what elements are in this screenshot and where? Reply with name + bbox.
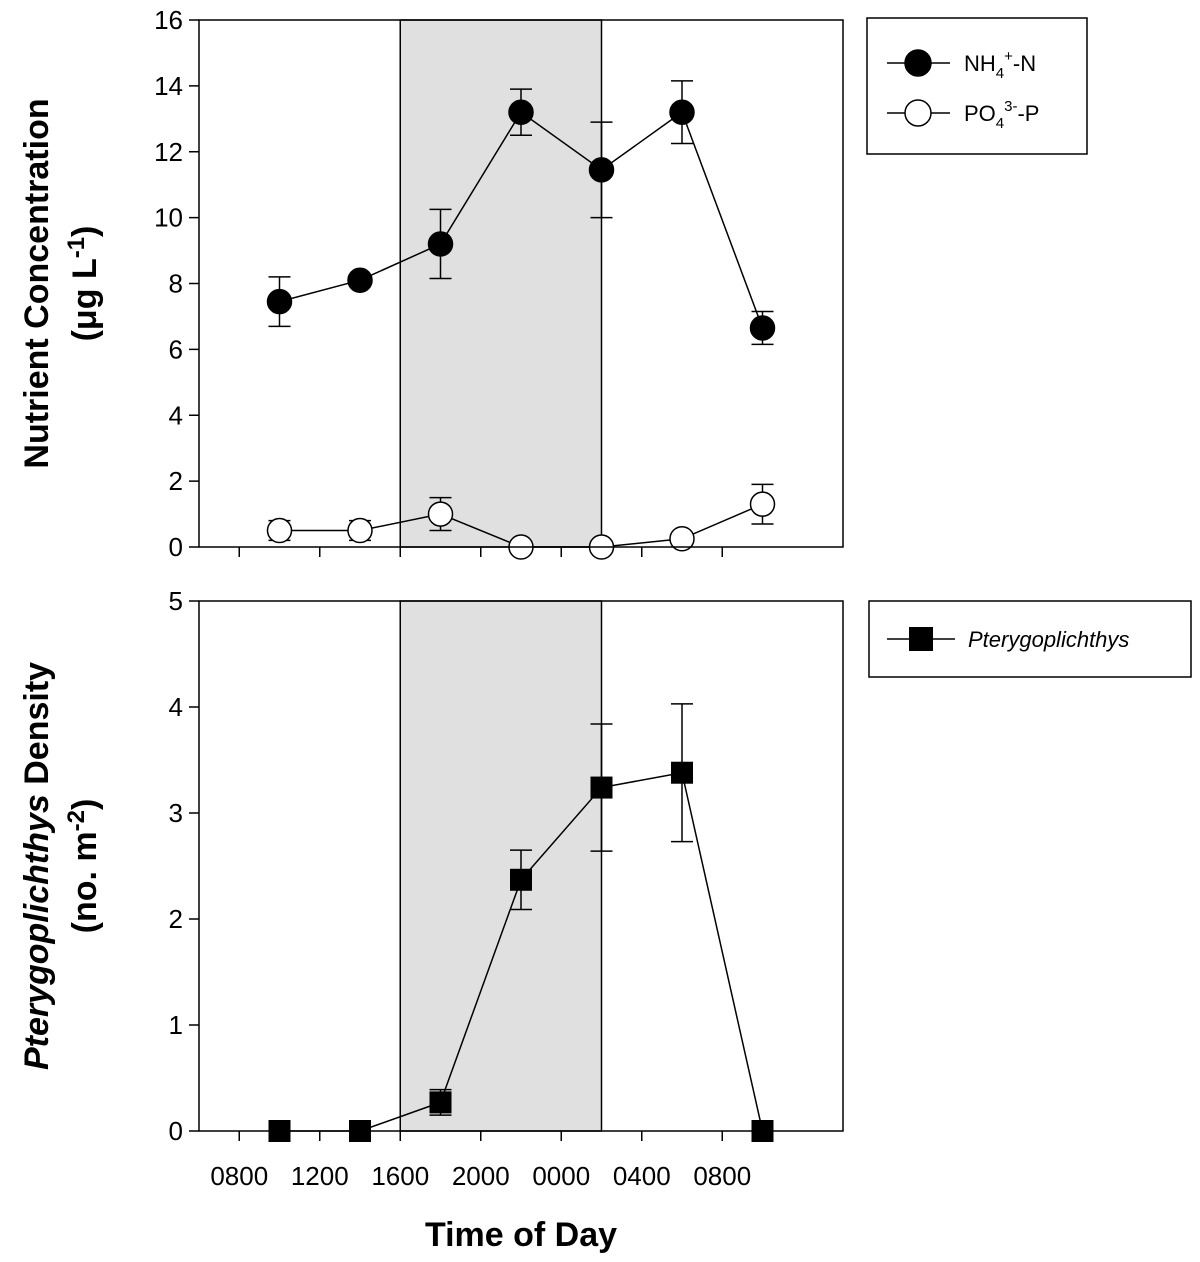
nutrient-y-units-main: (μg L <box>66 258 104 341</box>
x-tick-label: 0800 <box>210 1161 268 1191</box>
bottom-y-tick-label: 4 <box>169 692 183 722</box>
nutrient-legend: NH4+-N PO43--P <box>866 17 1088 155</box>
top-y-tick-label: 16 <box>154 5 183 35</box>
top-series-1-point <box>749 491 776 517</box>
bottom-y-tick-label: 0 <box>169 1116 183 1146</box>
legend-po4-rest: -P <box>1017 101 1039 126</box>
legend-nh4-base: NH <box>964 51 996 76</box>
top-y-tick-label: 8 <box>169 269 183 299</box>
density-y-axis-units: (no. m-2) <box>63 799 104 934</box>
legend-item-nh4: NH4+-N <box>887 48 1036 82</box>
legend-item-pterygoplichthys: Pterygoplichthys <box>887 627 1129 652</box>
density-series <box>268 703 774 1142</box>
density-axes: 0 1 2 3 4 5 0800 1200 1600 2000 0000 0400 0800 <box>169 586 752 1191</box>
density-plot-frame <box>198 600 844 1132</box>
x-tick-label: 1200 <box>291 1161 349 1191</box>
legend-ptery-label: Pterygoplichthys <box>968 627 1129 652</box>
nutrient-y-axis-units: (μg L-1) <box>63 226 104 342</box>
density-y-title-italic: Pterygoplichthys <box>18 794 56 1070</box>
bottom-y-tick-label: 3 <box>169 798 183 828</box>
density-y-title-rest: Density <box>18 662 56 794</box>
top-series-0-point <box>508 99 534 125</box>
nutrient-y-units-close: ) <box>66 226 104 237</box>
bottom-y-tick-label: 2 <box>169 904 183 934</box>
x-tick-label: 0400 <box>613 1161 671 1191</box>
top-y-tick-label: 12 <box>154 137 183 167</box>
x-tick-label: 2000 <box>452 1161 510 1191</box>
legend-nh4-sub: 4 <box>996 65 1004 82</box>
density-y-units-close: ) <box>66 799 104 810</box>
bottom-series-0-point <box>510 868 532 891</box>
top-y-tick-label: 6 <box>169 334 183 364</box>
top-series-0-point <box>266 288 293 315</box>
legend-po4-marker <box>904 99 932 127</box>
x-tick-label: 0800 <box>693 1161 751 1191</box>
density-y-units-sup: -2 <box>63 810 90 831</box>
top-series-0-point <box>427 231 454 257</box>
nutrient-panel: 0 2 4 6 8 10 12 14 16 Nutrient Concentration (μg… <box>18 5 1088 562</box>
bottom-series-0-point <box>671 761 693 784</box>
bottom-y-tick-label: 5 <box>169 586 183 616</box>
top-series-0-point <box>669 99 695 125</box>
x-axis-title: Time of Day <box>425 1216 617 1254</box>
legend-nh4-sup: + <box>1004 48 1013 65</box>
bottom-y-tick-label: 1 <box>169 1010 183 1040</box>
legend-po4-sub: 4 <box>996 115 1004 132</box>
top-series-1-point <box>347 517 373 544</box>
night-shading-bottom <box>399 600 603 1132</box>
legend-nh4-rest: -N <box>1013 51 1036 76</box>
legend-po4-sup: 3- <box>1004 98 1017 115</box>
night-shading-top <box>399 19 603 548</box>
nutrient-legend-box <box>866 17 1088 155</box>
bottom-series-0-point <box>590 776 613 799</box>
legend-nh4-marker <box>904 49 932 77</box>
top-series-1-point <box>427 501 454 527</box>
x-tick-label: 1600 <box>371 1161 429 1191</box>
top-series-0-point <box>588 157 615 183</box>
top-y-tick-label: 14 <box>154 71 183 101</box>
bottom-series-0-point <box>429 1091 452 1114</box>
top-series-1-point <box>266 517 293 544</box>
top-y-tick-label: 0 <box>169 532 183 562</box>
density-y-axis-title: Pterygoplichthys Density <box>18 662 56 1070</box>
top-series-0-point <box>347 267 373 293</box>
legend-nh4-label: NH4+-N <box>964 48 1036 82</box>
nutrient-y-units-sup: -1 <box>63 237 90 258</box>
legend-item-po4: PO43--P <box>887 98 1039 132</box>
legend-po4-base: PO <box>964 101 996 126</box>
top-y-tick-label: 10 <box>154 203 183 233</box>
top-series-0-point <box>749 315 776 341</box>
x-tick-label: 0000 <box>532 1161 590 1191</box>
top-y-tick-label: 2 <box>169 466 183 496</box>
nutrient-plot-frame <box>198 19 844 548</box>
legend-po4-label: PO43--P <box>964 98 1039 132</box>
top-y-tick-label: 4 <box>169 400 183 430</box>
nutrient-axes: 0 2 4 6 8 10 12 14 16 <box>154 5 723 562</box>
legend-ptery-marker <box>909 627 933 651</box>
top-series-1-point <box>669 526 695 552</box>
density-y-units-main: (no. m <box>66 831 104 933</box>
nutrient-y-axis-title: Nutrient Concentration <box>18 98 56 468</box>
density-legend: Pterygoplichthys <box>868 600 1192 678</box>
density-panel: 0 1 2 3 4 5 0800 1200 1600 2000 0000 0400 0800 Ptery… <box>18 586 1192 1191</box>
